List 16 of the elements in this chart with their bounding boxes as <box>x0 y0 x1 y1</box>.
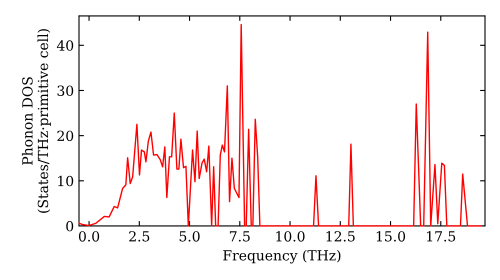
y-tick-label: 20 <box>57 130 74 142</box>
x-axis-title: Frequency (THz) <box>223 250 340 264</box>
x-tick-label: 2.5 <box>129 231 150 242</box>
x-tick-label: 10.0 <box>276 231 305 242</box>
x-tick-label: 15.0 <box>376 231 406 242</box>
line-series <box>78 24 482 227</box>
y-tick-label: 10 <box>58 176 74 186</box>
x-tick-label: 7.5 <box>230 231 250 242</box>
x-tick-label: 5.0 <box>180 231 200 242</box>
x-tick-label: 12.5 <box>326 231 355 242</box>
y-tick-label: 30 <box>58 85 74 96</box>
x-tick-label: 17.5 <box>427 231 456 242</box>
y-tick-label: 0 <box>66 220 74 232</box>
y-tick-label: 40 <box>56 40 74 51</box>
y-axis-title: Phonon DOS (States/THz·primitive cell) <box>22 29 51 213</box>
x-tick-label: 0.0 <box>78 231 100 242</box>
